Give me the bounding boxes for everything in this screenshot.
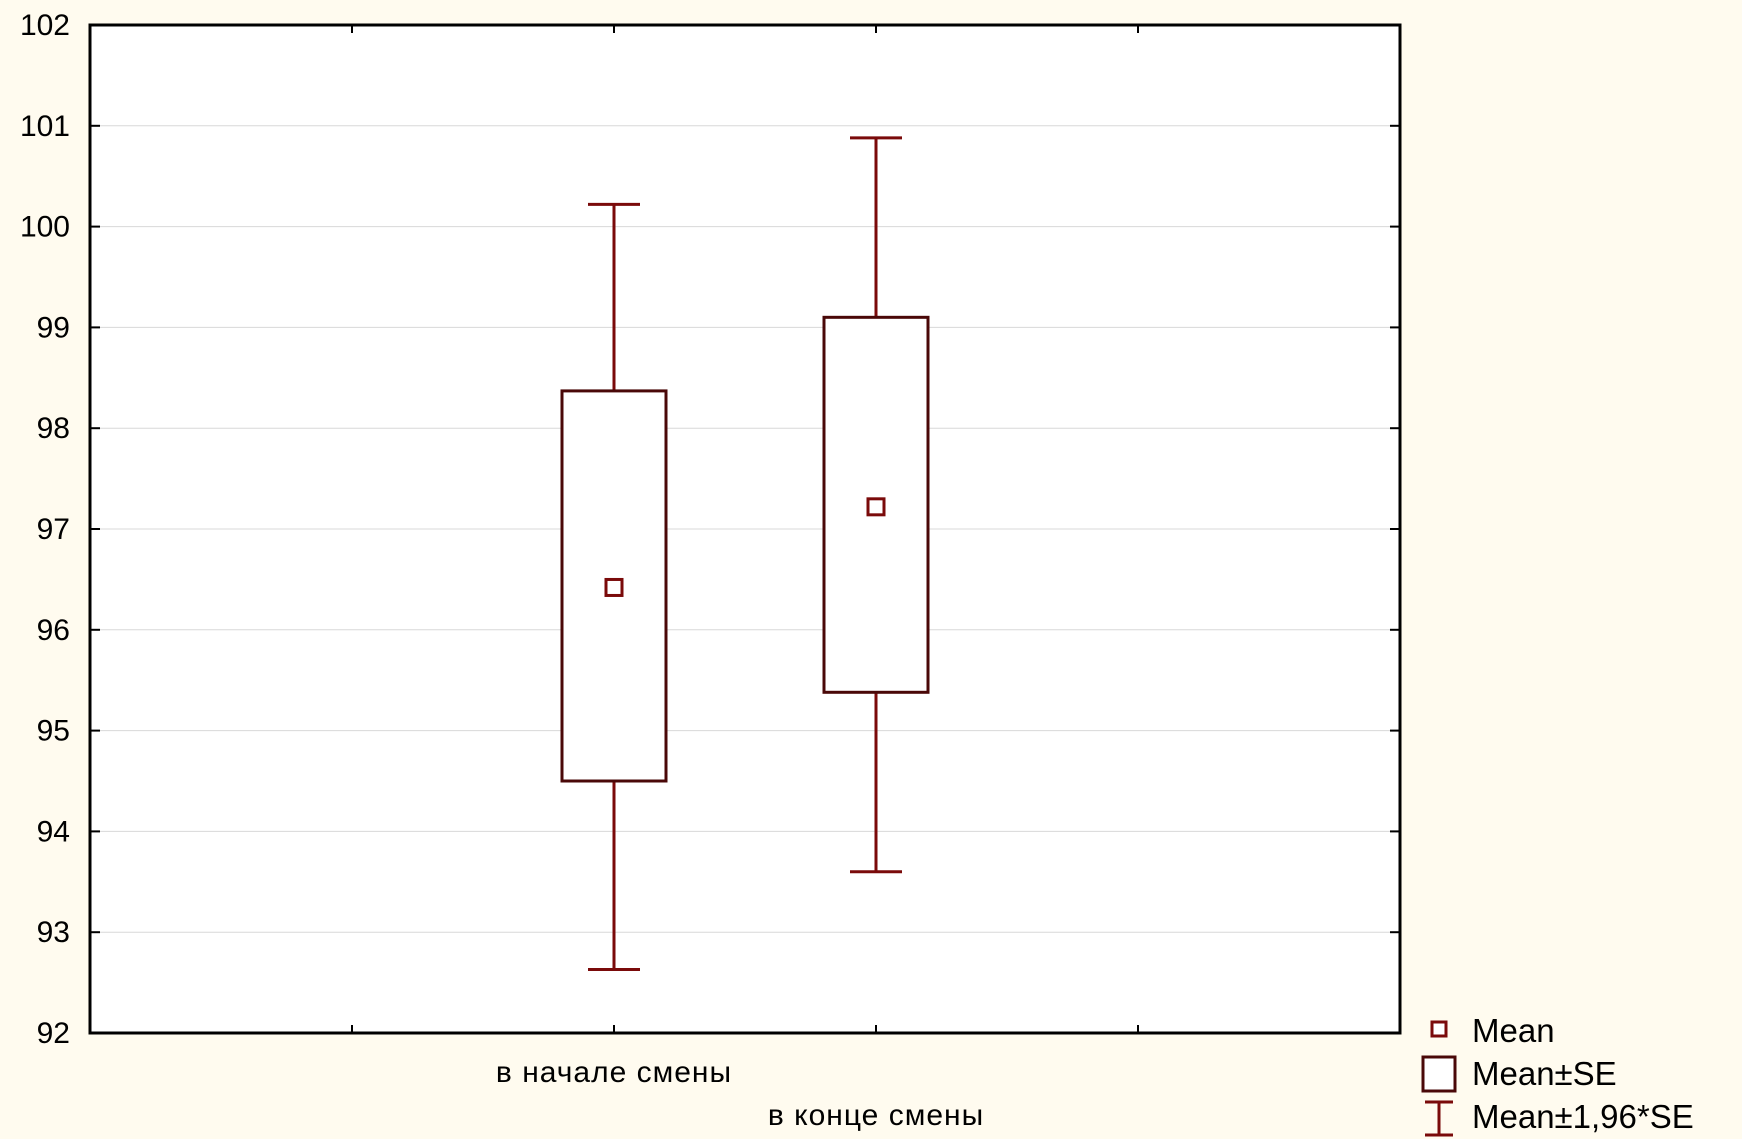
legend-mean-label: Mean [1472,1012,1555,1049]
mean-marker [604,577,624,597]
x-category-label: в начале смены [496,1056,732,1089]
chart-marks [560,136,930,971]
legend-mean-marker [1430,1020,1448,1038]
legend-ci-label: Mean±1,96*SE [1472,1098,1694,1135]
legend-se-box-marker [1421,1055,1457,1093]
y-tick-label: 99 [37,311,70,344]
legend-se-label: Mean±SE [1472,1055,1617,1092]
y-tick-label: 102 [20,9,70,42]
y-tick-label: 101 [20,110,70,143]
y-tick-label: 94 [37,815,70,848]
y-tick-label: 98 [37,412,70,445]
y-tick-label: 95 [37,715,70,748]
y-tick-label: 100 [20,211,70,244]
gridlines [90,125,1400,933]
y-tick-label: 96 [37,614,70,647]
x-category-label: в конце смены [768,1099,984,1132]
y-tick-label: 93 [37,916,70,949]
axis-ticks [90,24,1400,1034]
x-axis-category-labels: в начале смены в конце смены [496,1056,984,1132]
mean-marker [866,497,886,517]
y-tick-label: 92 [37,1017,70,1050]
y-axis-tick-labels: 92 93 94 95 96 97 98 99 100 101 102 [20,9,70,1050]
y-tick-label: 97 [37,513,70,546]
legend: Mean Mean±SE Mean±1,96*SE [1421,1012,1694,1137]
